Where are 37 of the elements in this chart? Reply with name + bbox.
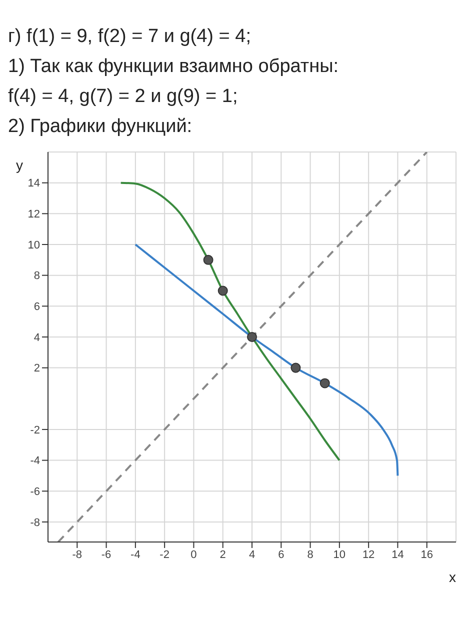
line-series <box>134 243 399 477</box>
y-tick-label: 12 <box>28 208 40 221</box>
y-tick-label: 4 <box>34 332 40 344</box>
x-axis-title: x <box>449 569 456 585</box>
point <box>218 286 228 296</box>
x-tick-label: 16 <box>420 548 433 561</box>
y-tick-label: 8 <box>34 270 40 282</box>
x-tick-label: 2 <box>220 548 226 561</box>
x-tick-label: 14 <box>392 548 404 561</box>
x-tick-label: 8 <box>307 548 314 561</box>
x-tick-label: -4 <box>130 548 140 561</box>
x-tick-label: 0 <box>190 548 197 561</box>
y-tick-label: 6 <box>34 301 40 314</box>
x-tick-label: 6 <box>278 548 284 561</box>
y-tick-label: -8 <box>30 516 40 529</box>
x-tick-label: -8 <box>72 548 82 561</box>
text: f(4) = 4, g(7) = 2 и g(9) = 1; <box>8 85 239 109</box>
line-series <box>120 182 340 462</box>
chart-title: г) f(1) = 9, f(2) = 7 и g(4) = 4; <box>8 25 252 49</box>
y-axis-title: y <box>16 156 23 173</box>
point <box>203 254 214 265</box>
y-tick-label: -6 <box>30 486 40 498</box>
point <box>246 332 258 342</box>
x-tick-label: -2 <box>160 548 170 561</box>
point <box>320 378 330 388</box>
y-tick-label: 2 <box>34 362 40 375</box>
x-tick-label: 4 <box>248 548 256 561</box>
x-tick-label: -6 <box>101 548 112 561</box>
x-tick-label: 10 <box>333 548 346 561</box>
y-tick-label: -2 <box>30 424 40 436</box>
text: 2) Графики функций: <box>8 115 194 139</box>
x-tick-label: 12 <box>362 548 375 561</box>
point <box>290 362 301 373</box>
y-tick-label: 14 <box>28 178 40 190</box>
y-tick-label: 10 <box>28 239 40 252</box>
y-tick-label: -4 <box>30 455 40 468</box>
text: 1) Так как функции взаимно обратны: <box>8 55 340 79</box>
